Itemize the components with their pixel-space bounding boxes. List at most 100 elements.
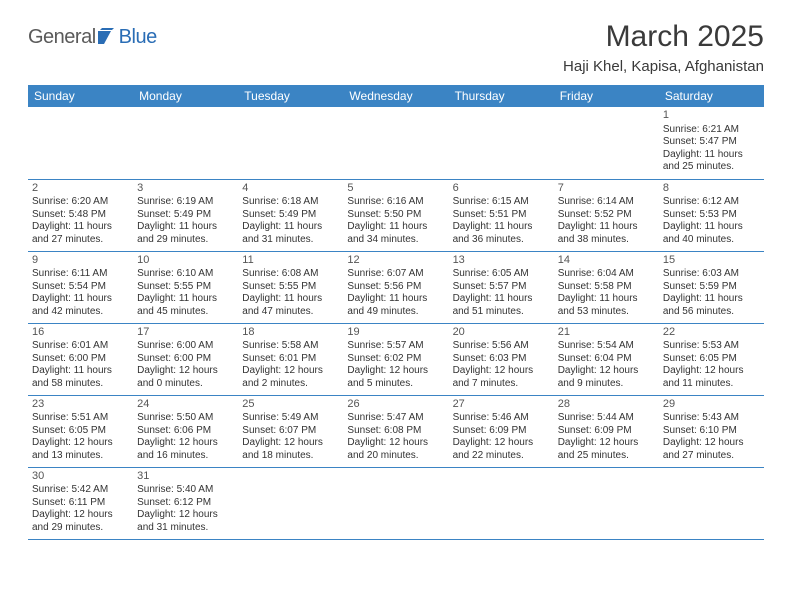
sunset-line: Sunset: 6:03 PM (453, 353, 550, 366)
sunset-line: Sunset: 6:08 PM (347, 425, 444, 438)
calendar-cell: 27Sunrise: 5:46 AMSunset: 6:09 PMDayligh… (449, 395, 554, 467)
day-number: 28 (558, 398, 655, 412)
daylight-line: Daylight: 11 hours and 47 minutes. (242, 293, 339, 318)
daylight-line: Daylight: 12 hours and 2 minutes. (242, 365, 339, 390)
sunrise-line: Sunrise: 5:42 AM (32, 484, 129, 497)
logo-text-left: General (28, 26, 96, 49)
day-number: 22 (663, 326, 760, 340)
sunset-line: Sunset: 6:09 PM (558, 425, 655, 438)
col-thu: Thursday (449, 85, 554, 107)
calendar-cell: 16Sunrise: 6:01 AMSunset: 6:00 PMDayligh… (28, 323, 133, 395)
sunrise-line: Sunrise: 5:43 AM (663, 412, 760, 425)
sunset-line: Sunset: 6:01 PM (242, 353, 339, 366)
calendar-cell: 29Sunrise: 5:43 AMSunset: 6:10 PMDayligh… (659, 395, 764, 467)
sunset-line: Sunset: 6:10 PM (663, 425, 760, 438)
daylight-line: Daylight: 11 hours and 36 minutes. (453, 221, 550, 246)
calendar-cell: 7Sunrise: 6:14 AMSunset: 5:52 PMDaylight… (554, 179, 659, 251)
daylight-line: Daylight: 11 hours and 31 minutes. (242, 221, 339, 246)
day-number: 13 (453, 254, 550, 268)
calendar-cell: 8Sunrise: 6:12 AMSunset: 5:53 PMDaylight… (659, 179, 764, 251)
daylight-line: Daylight: 12 hours and 13 minutes. (32, 437, 129, 462)
daylight-line: Daylight: 11 hours and 42 minutes. (32, 293, 129, 318)
calendar-cell (133, 107, 238, 179)
calendar-cell: 17Sunrise: 6:00 AMSunset: 6:00 PMDayligh… (133, 323, 238, 395)
calendar-cell: 30Sunrise: 5:42 AMSunset: 6:11 PMDayligh… (28, 467, 133, 539)
calendar-cell: 14Sunrise: 6:04 AMSunset: 5:58 PMDayligh… (554, 251, 659, 323)
sunrise-line: Sunrise: 6:18 AM (242, 196, 339, 209)
day-number: 19 (347, 326, 444, 340)
calendar-cell: 20Sunrise: 5:56 AMSunset: 6:03 PMDayligh… (449, 323, 554, 395)
title-block: March 2025 Haji Khel, Kapisa, Afghanista… (563, 20, 764, 77)
calendar-cell: 22Sunrise: 5:53 AMSunset: 6:05 PMDayligh… (659, 323, 764, 395)
page-title: March 2025 (563, 20, 764, 54)
daylight-line: Daylight: 11 hours and 40 minutes. (663, 221, 760, 246)
day-number: 6 (453, 182, 550, 196)
sunset-line: Sunset: 5:51 PM (453, 209, 550, 222)
calendar-cell: 9Sunrise: 6:11 AMSunset: 5:54 PMDaylight… (28, 251, 133, 323)
sunrise-line: Sunrise: 6:04 AM (558, 268, 655, 281)
sunrise-line: Sunrise: 5:57 AM (347, 340, 444, 353)
col-wed: Wednesday (343, 85, 448, 107)
sunset-line: Sunset: 5:55 PM (137, 281, 234, 294)
day-number: 1 (663, 109, 760, 123)
calendar-cell: 6Sunrise: 6:15 AMSunset: 5:51 PMDaylight… (449, 179, 554, 251)
daylight-line: Daylight: 12 hours and 16 minutes. (137, 437, 234, 462)
daylight-line: Daylight: 12 hours and 20 minutes. (347, 437, 444, 462)
header: General Blue March 2025 Haji Khel, Kapis… (28, 20, 764, 77)
sunset-line: Sunset: 6:12 PM (137, 497, 234, 510)
sunset-line: Sunset: 5:56 PM (347, 281, 444, 294)
sunset-line: Sunset: 5:58 PM (558, 281, 655, 294)
calendar-cell: 3Sunrise: 6:19 AMSunset: 5:49 PMDaylight… (133, 179, 238, 251)
daylight-line: Daylight: 12 hours and 11 minutes. (663, 365, 760, 390)
calendar-cell: 15Sunrise: 6:03 AMSunset: 5:59 PMDayligh… (659, 251, 764, 323)
sunrise-line: Sunrise: 6:20 AM (32, 196, 129, 209)
day-number: 27 (453, 398, 550, 412)
calendar-row: 9Sunrise: 6:11 AMSunset: 5:54 PMDaylight… (28, 251, 764, 323)
sunset-line: Sunset: 6:11 PM (32, 497, 129, 510)
daylight-line: Daylight: 12 hours and 5 minutes. (347, 365, 444, 390)
calendar-cell: 13Sunrise: 6:05 AMSunset: 5:57 PMDayligh… (449, 251, 554, 323)
calendar-cell: 26Sunrise: 5:47 AMSunset: 6:08 PMDayligh… (343, 395, 448, 467)
day-number: 24 (137, 398, 234, 412)
daylight-line: Daylight: 11 hours and 53 minutes. (558, 293, 655, 318)
calendar-body: 1Sunrise: 6:21 AMSunset: 5:47 PMDaylight… (28, 107, 764, 539)
sunset-line: Sunset: 6:05 PM (663, 353, 760, 366)
sunset-line: Sunset: 5:47 PM (663, 136, 760, 149)
sunrise-line: Sunrise: 5:54 AM (558, 340, 655, 353)
day-number: 2 (32, 182, 129, 196)
day-number: 4 (242, 182, 339, 196)
sunset-line: Sunset: 5:53 PM (663, 209, 760, 222)
calendar-cell: 21Sunrise: 5:54 AMSunset: 6:04 PMDayligh… (554, 323, 659, 395)
day-number: 10 (137, 254, 234, 268)
calendar-cell (343, 467, 448, 539)
day-number: 8 (663, 182, 760, 196)
day-number: 16 (32, 326, 129, 340)
calendar-cell: 11Sunrise: 6:08 AMSunset: 5:55 PMDayligh… (238, 251, 343, 323)
sunrise-line: Sunrise: 6:01 AM (32, 340, 129, 353)
day-number: 26 (347, 398, 444, 412)
day-number: 17 (137, 326, 234, 340)
calendar-row: 23Sunrise: 5:51 AMSunset: 6:05 PMDayligh… (28, 395, 764, 467)
col-mon: Monday (133, 85, 238, 107)
logo: General Blue (28, 26, 157, 49)
day-number: 23 (32, 398, 129, 412)
calendar-cell (28, 107, 133, 179)
calendar-cell (238, 467, 343, 539)
sunrise-line: Sunrise: 6:15 AM (453, 196, 550, 209)
sunset-line: Sunset: 5:57 PM (453, 281, 550, 294)
day-number: 9 (32, 254, 129, 268)
calendar-cell: 18Sunrise: 5:58 AMSunset: 6:01 PMDayligh… (238, 323, 343, 395)
calendar-cell (343, 107, 448, 179)
calendar-cell (449, 467, 554, 539)
col-sat: Saturday (659, 85, 764, 107)
daylight-line: Daylight: 12 hours and 27 minutes. (663, 437, 760, 462)
daylight-line: Daylight: 12 hours and 0 minutes. (137, 365, 234, 390)
calendar-cell: 23Sunrise: 5:51 AMSunset: 6:05 PMDayligh… (28, 395, 133, 467)
sunset-line: Sunset: 5:54 PM (32, 281, 129, 294)
sunset-line: Sunset: 5:59 PM (663, 281, 760, 294)
sunrise-line: Sunrise: 6:00 AM (137, 340, 234, 353)
calendar-row: 1Sunrise: 6:21 AMSunset: 5:47 PMDaylight… (28, 107, 764, 179)
calendar-cell: 12Sunrise: 6:07 AMSunset: 5:56 PMDayligh… (343, 251, 448, 323)
day-number: 31 (137, 470, 234, 484)
day-number: 5 (347, 182, 444, 196)
